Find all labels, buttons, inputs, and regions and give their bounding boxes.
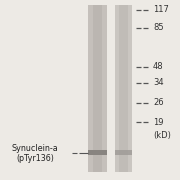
Text: 19: 19 [153, 118, 163, 127]
Bar [93, 5, 102, 172]
Text: 48: 48 [153, 62, 164, 71]
Text: (pTyr136): (pTyr136) [16, 154, 54, 163]
Text: 26: 26 [153, 98, 164, 107]
Bar [115, 150, 132, 155]
Text: (kD): (kD) [153, 131, 171, 140]
Text: 117: 117 [153, 5, 169, 14]
Text: 34: 34 [153, 78, 164, 87]
Bar [88, 150, 107, 155]
Bar [88, 5, 107, 172]
Bar [115, 5, 132, 172]
Bar [119, 5, 128, 172]
Text: 85: 85 [153, 23, 164, 32]
Text: Synuclein-a: Synuclein-a [12, 144, 58, 153]
